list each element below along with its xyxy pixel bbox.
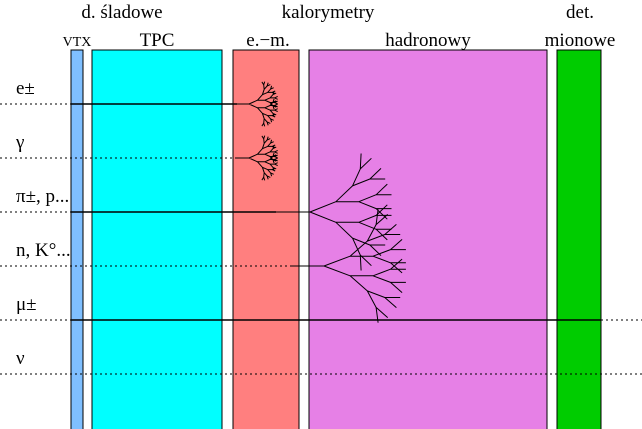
- particle-label: ν: [16, 348, 25, 369]
- shower: [237, 81, 278, 127]
- header-muon: mionowe: [545, 30, 616, 51]
- em-calorimeter: [232, 49, 300, 429]
- tpc-layer: [91, 49, 223, 429]
- header-calorimeters: kalorymetry: [282, 2, 375, 23]
- header-hadronic: hadronowy: [385, 30, 471, 51]
- header-vtx: VTX: [63, 35, 92, 50]
- vtx-layer: [70, 49, 84, 429]
- particle-label: e±: [16, 78, 35, 99]
- shower: [290, 209, 406, 323]
- particle-label: n, K°...: [16, 240, 71, 261]
- header-em: e.−m.: [246, 30, 289, 51]
- header-tracking: d. śladowe: [81, 2, 162, 23]
- header-muon: det.: [566, 2, 594, 23]
- shower: [237, 135, 278, 181]
- shower: [276, 153, 392, 271]
- particle-label: μ±: [16, 294, 37, 315]
- hadronic-calorimeter: [308, 49, 548, 429]
- particle-label: γ: [15, 132, 24, 153]
- particle-label: π±, p...: [16, 186, 69, 207]
- header-tpc: TPC: [140, 30, 175, 51]
- muon-detector: [556, 49, 602, 429]
